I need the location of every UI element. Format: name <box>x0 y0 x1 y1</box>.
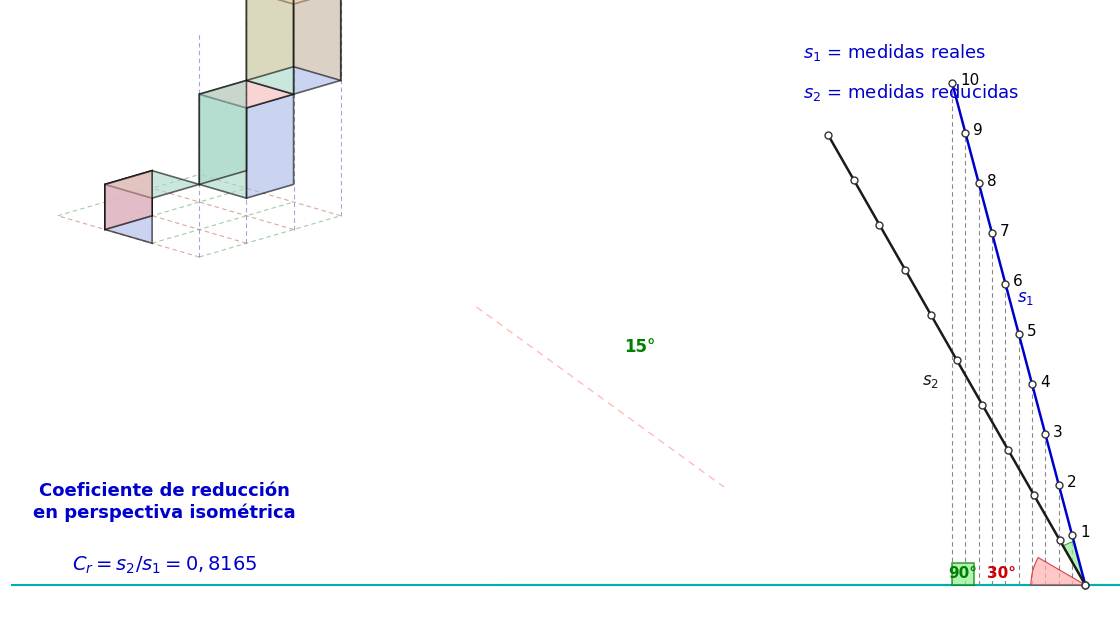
Text: $s_2$ = medidas reducidas: $s_2$ = medidas reducidas <box>803 82 1019 103</box>
Text: 10: 10 <box>960 73 979 88</box>
Text: 8: 8 <box>987 174 997 189</box>
Text: $s_1$: $s_1$ <box>1017 289 1035 306</box>
Polygon shape <box>105 171 199 198</box>
Polygon shape <box>293 0 340 80</box>
Text: 1: 1 <box>1080 526 1090 540</box>
Polygon shape <box>105 171 152 229</box>
Polygon shape <box>293 0 340 94</box>
Text: 6: 6 <box>1014 274 1023 289</box>
Text: 30°: 30° <box>987 566 1016 580</box>
Wedge shape <box>1063 541 1085 585</box>
Text: $s_1$ = medidas reales: $s_1$ = medidas reales <box>803 41 987 62</box>
Text: 5: 5 <box>1027 324 1036 340</box>
Polygon shape <box>105 184 152 243</box>
Text: 7: 7 <box>1000 224 1009 239</box>
Polygon shape <box>199 80 246 184</box>
Text: 4: 4 <box>1040 375 1049 390</box>
Text: 9: 9 <box>973 124 983 138</box>
Text: 3: 3 <box>1053 425 1063 440</box>
Polygon shape <box>246 94 293 198</box>
Polygon shape <box>246 0 293 80</box>
Polygon shape <box>199 80 293 108</box>
Polygon shape <box>105 171 152 229</box>
Polygon shape <box>199 94 246 198</box>
Text: Coeficiente de reducción
en perspectiva isométrica: Coeficiente de reducción en perspectiva … <box>34 482 296 522</box>
Text: $C_r = s_2/s_1 = 0,8165$: $C_r = s_2/s_1 = 0,8165$ <box>72 554 258 576</box>
Text: 15°: 15° <box>624 338 655 356</box>
Polygon shape <box>246 0 340 4</box>
Text: 2: 2 <box>1066 475 1076 490</box>
Text: $s_2$: $s_2$ <box>922 372 939 390</box>
Polygon shape <box>246 0 293 94</box>
Wedge shape <box>1030 557 1085 585</box>
Text: 90°: 90° <box>949 566 978 582</box>
FancyBboxPatch shape <box>952 563 974 585</box>
